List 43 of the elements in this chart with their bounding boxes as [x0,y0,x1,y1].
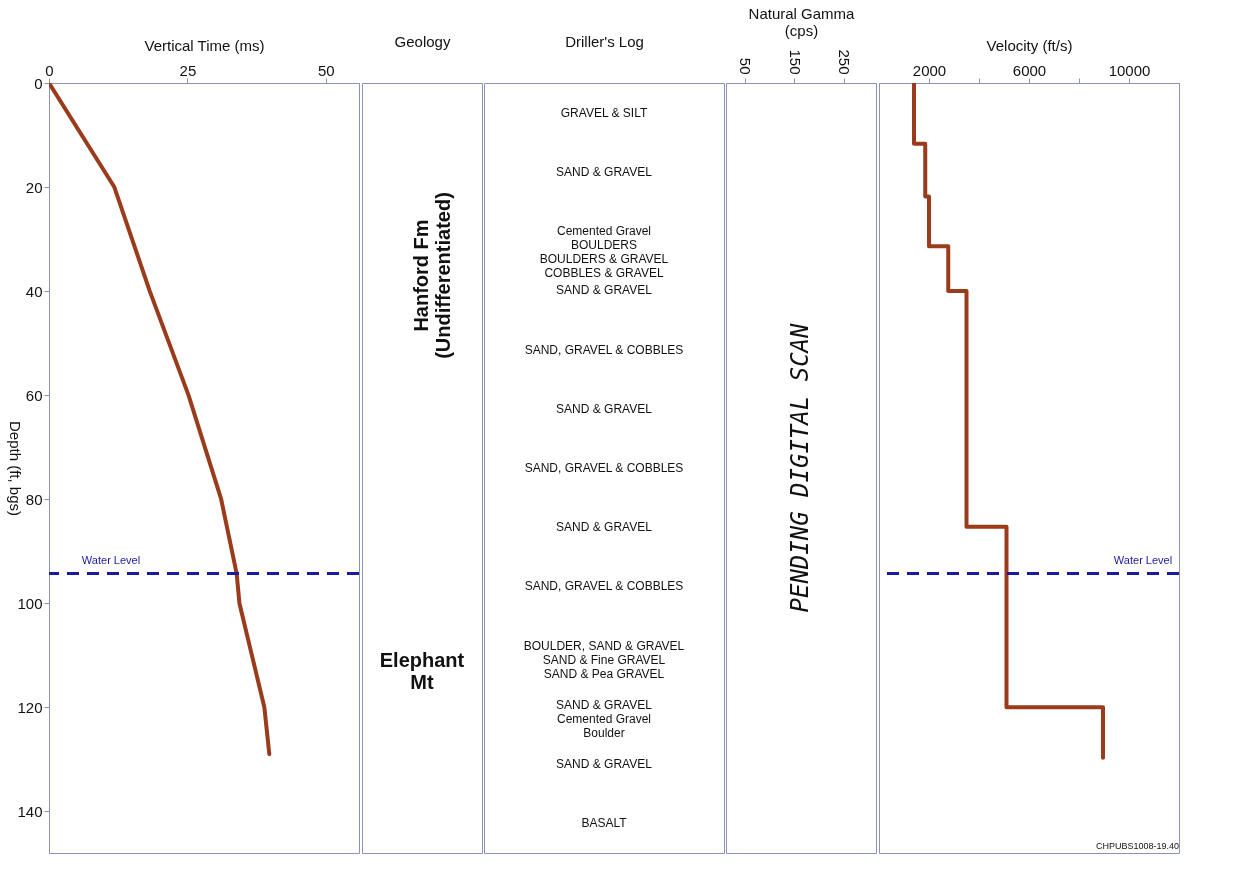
y-tick-label: 60 [25,386,43,404]
x-tick-label: 10000 [1108,61,1151,79]
text: SAND, GRAVEL & COBBLES [524,342,684,357]
text: SAND & GRAVEL [556,283,653,298]
ref-line-label: Water Level [1113,553,1173,566]
text: Elephant Mt [379,648,465,693]
y-tick-label: 80 [25,490,43,508]
y-tick-label: 140 [17,802,43,820]
y-tick-label: 40 [25,282,43,300]
x-tick-label: 50 [737,57,755,75]
x-tick-label: 6000 [1012,61,1047,79]
text: BASALT [581,816,628,831]
line-series [49,83,272,757]
text: SAND & GRAVEL [556,164,653,179]
text: SAND & GRAVEL [556,520,653,535]
y-tick-label: 20 [25,178,43,196]
text: Geology [394,32,451,50]
ref-line-label: Water Level [81,553,141,566]
text: SAND, GRAVEL & COBBLES [524,579,684,594]
x-axis-title: Natural Gamma (cps) [748,5,856,40]
x-tick-label: 150 [786,49,804,75]
y-tick-label: 100 [17,594,43,612]
x-axis-title: Velocity (ft/s) [986,36,1073,54]
text: Cemented Gravel BOULDERS BOULDERS & GRAVEL COBBLES & GRAVEL [539,224,669,281]
text: Hanford Fm (Undifferentiated) [410,192,454,359]
x-tick-label: 2000 [912,61,947,79]
y-tick-label: 120 [17,698,43,716]
annotation: CHPUBS1008-19.40 [1095,841,1179,851]
x-tick-label: 50 [317,61,335,79]
text: Driller's Log [565,32,644,50]
annotation: PENDING DIGITAL SCAN [786,322,814,613]
text: SAND & GRAVEL Cemented Gravel Boulder [556,697,653,740]
y-tick-label: 0 [34,74,43,92]
text: GRAVEL & SILT [560,105,648,120]
x-tick-label: 0 [45,61,54,79]
text: BOULDER, SAND & GRAVEL SAND & Fine GRAVEL SAND & Pea GRAVEL [523,638,685,681]
x-axis-title: Vertical Time (ms) [144,36,265,54]
y-axis-title: Depth (ft, bgs) [7,420,25,517]
x-tick-label: 250 [836,49,854,75]
x-tick-label: 25 [179,61,197,79]
text: SAND & GRAVEL [556,401,653,416]
text: SAND & GRAVEL [556,757,653,772]
text: SAND, GRAVEL & COBBLES [524,461,684,475]
